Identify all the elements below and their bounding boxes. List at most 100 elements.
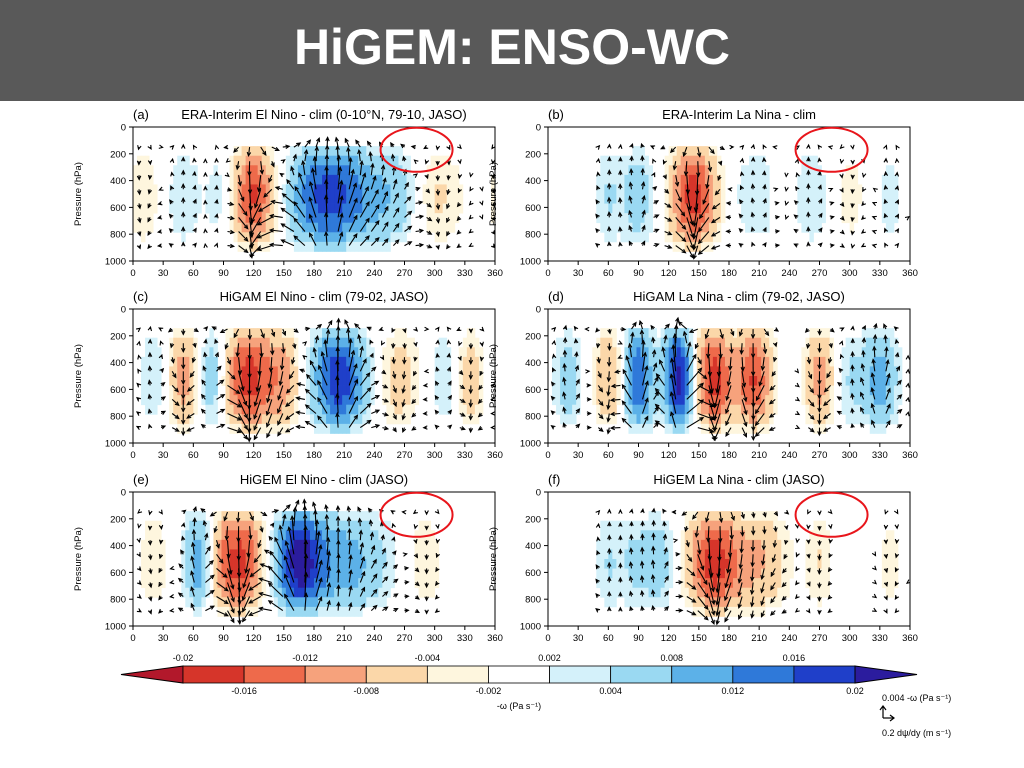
heat-cell	[636, 174, 641, 185]
wind-vector	[697, 370, 707, 380]
wind-arrowhead	[281, 192, 287, 198]
heat-cell	[608, 222, 613, 233]
heat-cell	[394, 366, 399, 377]
heat-cell	[761, 376, 766, 386]
heat-cell	[245, 530, 251, 541]
heat-cell	[402, 232, 407, 243]
wind-arrowhead	[669, 373, 674, 379]
heat-cell	[620, 232, 625, 243]
wind-vector	[260, 343, 263, 357]
wind-arrowhead	[147, 160, 153, 166]
heat-cell	[257, 194, 263, 204]
heat-cell	[733, 376, 738, 386]
heat-cell	[185, 194, 190, 204]
wind-arrowhead	[817, 184, 822, 190]
wind-vector	[233, 328, 240, 338]
heat-cell	[757, 184, 762, 195]
wind-arrowhead	[456, 326, 462, 331]
heat-cell	[237, 146, 242, 157]
heat-cell	[628, 232, 633, 243]
heat-cell	[334, 194, 339, 204]
wind-arrowhead	[806, 156, 811, 162]
heat-cell	[257, 328, 263, 339]
heat-cell	[322, 328, 327, 339]
heat-cell	[604, 222, 609, 233]
wind-arrowhead	[702, 199, 707, 205]
wind-arrowhead	[850, 392, 855, 398]
heat-cell	[354, 155, 359, 166]
wind-arrowhead	[795, 424, 801, 430]
heat-cell	[305, 530, 311, 541]
heat-cell	[809, 203, 814, 214]
wind-arrowhead	[419, 242, 425, 248]
wind-vector	[348, 169, 354, 190]
heat-cell	[177, 337, 182, 348]
heat-cell	[297, 578, 303, 589]
heat-cell	[322, 587, 327, 598]
heat-cell	[470, 404, 476, 415]
heat-cell	[636, 232, 641, 243]
heat-cell	[314, 232, 319, 243]
heat-cell	[289, 404, 295, 415]
heat-cell	[189, 511, 194, 522]
heat-cell	[434, 184, 440, 195]
wind-arrowhead	[225, 158, 231, 163]
wind-arrowhead	[447, 409, 453, 415]
x-tick-label: 270	[812, 268, 828, 279]
heat-cell	[664, 347, 670, 358]
heat-cell	[330, 222, 335, 233]
heat-cell	[342, 194, 347, 204]
heat-cell	[881, 203, 887, 214]
heat-cell	[314, 549, 319, 560]
heat-cell	[696, 232, 702, 243]
wind-arrowhead	[897, 379, 902, 385]
heat-cell	[149, 184, 154, 195]
heat-cell	[442, 347, 448, 358]
heat-cell	[253, 385, 259, 396]
heat-cell	[309, 366, 315, 377]
heat-cell	[281, 366, 287, 377]
heat-cell	[153, 385, 158, 396]
y-tick-label: 600	[525, 203, 541, 214]
wind-arrowhead	[402, 344, 407, 350]
wind-vector	[359, 186, 369, 204]
heat-cell	[769, 356, 774, 367]
heat-cell	[362, 366, 367, 377]
heat-cell	[612, 232, 617, 243]
heat-cell	[632, 356, 637, 367]
heat-cell	[253, 366, 259, 377]
heat-cell	[362, 232, 367, 243]
heat-cell	[761, 385, 766, 396]
heat-cell	[394, 395, 399, 406]
wind-arrowhead	[595, 157, 601, 164]
wind-arrowhead	[817, 380, 822, 386]
wind-arrowhead	[160, 410, 167, 416]
heat-cell	[636, 423, 641, 434]
wind-vector	[251, 203, 262, 223]
heat-cell	[733, 356, 738, 367]
wind-vector	[873, 346, 876, 358]
wind-vector	[699, 203, 710, 219]
heat-cell	[330, 241, 335, 252]
heat-cell	[604, 337, 609, 348]
wind-arrowhead	[192, 157, 197, 163]
heat-cell	[350, 423, 355, 434]
heat-cell	[592, 395, 597, 406]
heat-cell	[366, 395, 371, 406]
heat-cell	[145, 395, 150, 406]
heat-cell	[636, 404, 641, 415]
wind-arrowhead	[692, 245, 697, 251]
heat-cell	[189, 174, 194, 185]
heat-cell	[632, 146, 637, 157]
wind-vector	[260, 328, 265, 338]
heat-cell	[261, 395, 267, 406]
heat-cell	[676, 146, 682, 157]
wind-arrowhead	[806, 182, 811, 189]
heat-cell	[696, 155, 702, 166]
wind-arrowhead	[479, 326, 485, 332]
heat-cell	[442, 337, 448, 348]
wind-arrowhead	[323, 178, 329, 185]
wind-arrowhead	[136, 160, 142, 166]
heat-cell	[145, 404, 150, 415]
